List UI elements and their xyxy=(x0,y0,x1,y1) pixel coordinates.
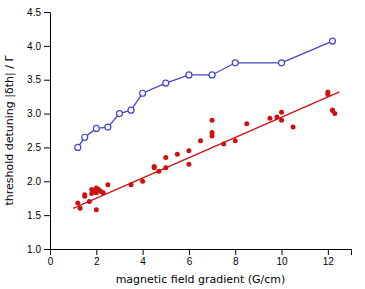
y-tick-label: 1.0 xyxy=(27,244,41,255)
y-tick-label: 2.0 xyxy=(27,176,41,187)
x-tick-mark xyxy=(189,249,190,255)
y-tick-mark xyxy=(44,80,50,81)
point xyxy=(186,162,191,167)
point xyxy=(105,124,111,130)
point xyxy=(140,179,145,184)
point xyxy=(332,111,337,116)
marks xyxy=(73,38,339,212)
point xyxy=(325,89,330,94)
point xyxy=(209,72,215,78)
y-axis-line xyxy=(44,13,51,250)
line xyxy=(73,92,339,208)
x-axis: 0 2 4 6 8 10 12 xyxy=(48,249,352,267)
x-axis-title: magnetic field gradient (G/cm) xyxy=(116,273,286,286)
point xyxy=(152,164,157,169)
point xyxy=(244,121,249,126)
y-tick-label: 3.0 xyxy=(27,108,41,119)
point xyxy=(128,107,134,113)
y-tick-mark xyxy=(44,114,50,115)
x-axis-line xyxy=(51,250,352,256)
x-tick: 0 xyxy=(48,249,54,267)
x-tick-label: 6 xyxy=(187,256,193,267)
x-tick-label: 0 xyxy=(48,256,54,267)
x-tick: 12 xyxy=(323,249,335,267)
y-tick-label: 4.0 xyxy=(27,41,41,52)
point xyxy=(186,72,192,78)
x-tick-label: 2 xyxy=(94,256,100,267)
line xyxy=(78,41,333,147)
chart: 0 2 4 6 8 10 12 1.0 1.5 2.0 2.5 3.0 3.5 4.0 4.5 magneti… xyxy=(0,0,365,289)
point xyxy=(105,182,110,187)
point xyxy=(75,144,81,150)
y-axis-title: threshold detuning |δth| / Γ xyxy=(3,55,16,206)
y-tick-mark xyxy=(44,181,50,182)
y-axis: 1.0 1.5 2.0 2.5 3.0 3.5 4.0 4.5 xyxy=(27,7,50,255)
y-tick: 1.0 xyxy=(27,244,50,255)
y-tick-label: 2.5 xyxy=(27,142,41,153)
point xyxy=(186,148,191,153)
y-tick: 4.0 xyxy=(27,41,50,52)
y-tick-mark xyxy=(44,249,50,250)
y-tick: 4.5 xyxy=(27,7,50,18)
point xyxy=(210,130,215,135)
x-tick-mark xyxy=(143,249,144,255)
point xyxy=(163,80,169,86)
point xyxy=(198,138,203,143)
x-tick: 4 xyxy=(140,249,146,267)
point xyxy=(291,125,296,130)
point xyxy=(116,111,122,117)
y-tick-label: 3.5 xyxy=(27,74,41,85)
x-tick: 2 xyxy=(94,249,100,267)
y-tick: 2.0 xyxy=(27,176,50,187)
x-tick-label: 12 xyxy=(323,256,335,267)
point xyxy=(93,125,99,131)
y-tick-mark xyxy=(44,147,50,148)
x-tick-label: 4 xyxy=(140,256,146,267)
x-tick: 10 xyxy=(276,249,288,267)
y-tick: 2.5 xyxy=(27,142,50,153)
point xyxy=(210,118,215,123)
y-tick: 1.5 xyxy=(27,210,50,221)
x-tick-mark xyxy=(235,249,236,255)
point xyxy=(329,38,335,44)
plot: 0 2 4 6 8 10 12 1.0 1.5 2.0 2.5 3.0 3.5 4.0 4.5 xyxy=(27,7,351,267)
y-tick-mark xyxy=(44,12,50,13)
point xyxy=(140,90,146,96)
point xyxy=(75,200,80,205)
series-2 xyxy=(73,92,339,208)
point xyxy=(82,134,88,140)
point xyxy=(267,116,272,121)
y-tick-label: 1.5 xyxy=(27,210,41,221)
y-tick-mark xyxy=(44,46,50,47)
x-tick-mark xyxy=(328,249,329,255)
point xyxy=(163,155,168,160)
point xyxy=(82,192,87,197)
point xyxy=(94,207,99,212)
point xyxy=(175,152,180,157)
x-tick-mark xyxy=(96,249,97,255)
point xyxy=(279,60,285,66)
x-tick-label: 10 xyxy=(276,256,288,267)
x-tick-mark xyxy=(282,249,283,255)
series-0 xyxy=(75,38,336,150)
y-tick: 3.5 xyxy=(27,74,50,85)
y-tick-mark xyxy=(44,215,50,216)
point xyxy=(232,60,238,66)
y-tick: 3.0 xyxy=(27,108,50,119)
x-tick: 6 xyxy=(187,249,193,267)
x-tick-label: 8 xyxy=(233,256,239,267)
point xyxy=(279,110,284,115)
y-tick-label: 4.5 xyxy=(27,7,41,18)
x-tick: 8 xyxy=(233,249,239,267)
